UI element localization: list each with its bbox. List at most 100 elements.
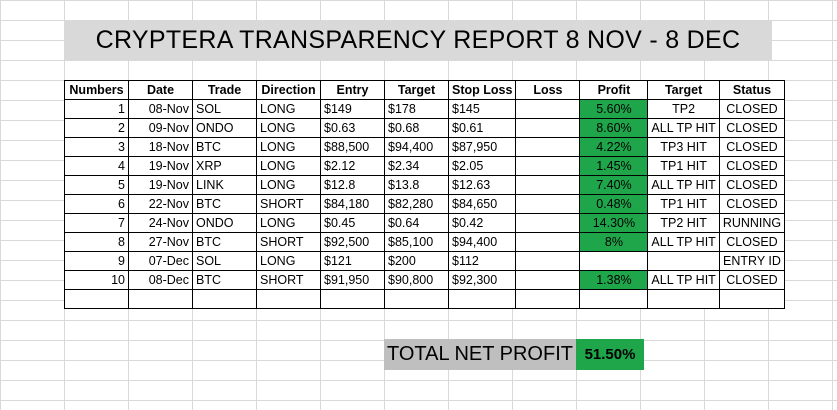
header-numbers: Numbers: [64, 80, 129, 100]
cell-target-hit: [647, 251, 720, 271]
cell-profit: 8%: [579, 232, 649, 252]
cell-target: $85,100: [384, 232, 449, 252]
cell-direction: LONG: [256, 251, 321, 271]
table-row: 6 22-Nov BTC SHORT $84,180 $82,280 $84,650 0.48…: [64, 194, 786, 214]
cell-status: CLOSED: [718, 194, 786, 214]
cell-date: 18-Nov: [128, 137, 193, 157]
total-net-profit-value: 51.50%: [576, 339, 644, 370]
empty-cell: [718, 289, 786, 309]
table-row: 9 07-Dec SOL LONG $121 $200 $112 ENTRY ID: [64, 251, 786, 271]
empty-cell: [192, 289, 257, 309]
cell-entry: $149: [320, 99, 385, 119]
cell-trade: SOL: [192, 99, 257, 119]
trades-table: Numbers Date Trade Direction Entry Targe…: [64, 80, 786, 309]
header-date: Date: [128, 80, 193, 100]
cell-loss: [515, 99, 581, 119]
cell-entry: $2.12: [320, 156, 385, 176]
header-trade: Trade: [192, 80, 257, 100]
cell-status: ENTRY ID: [718, 251, 786, 271]
cell-target-hit: TP2 HIT: [647, 213, 720, 233]
report-title: CRYPTERA TRANSPARENCY REPORT 8 NOV - 8 D…: [64, 21, 772, 60]
cell-direction: SHORT: [256, 194, 321, 214]
cell-status: CLOSED: [718, 270, 786, 290]
empty-cell: [515, 289, 581, 309]
cell-date: 07-Dec: [128, 251, 193, 271]
cell-target-hit: ALL TP HIT: [647, 118, 720, 138]
cell-status: CLOSED: [718, 137, 786, 157]
header-loss: Loss: [515, 80, 581, 100]
cell-stop-loss: $12.63: [447, 175, 517, 195]
cell-stop-loss: $112: [447, 251, 517, 271]
cell-profit: 4.22%: [579, 137, 649, 157]
cell-status: RUNNING: [718, 213, 786, 233]
cell-status: CLOSED: [718, 175, 786, 195]
cell-stop-loss: $92,300: [447, 270, 517, 290]
cell-profit: [579, 251, 649, 271]
cell-direction: LONG: [256, 156, 321, 176]
cell-stop-loss: $145: [447, 99, 517, 119]
cell-date: 19-Nov: [128, 156, 193, 176]
table-row: 3 18-Nov BTC LONG $88,500 $94,400 $87,950 4.22%…: [64, 137, 786, 157]
cell-target: $94,400: [384, 137, 449, 157]
total-net-profit-label: TOTAL NET PROFIT: [384, 339, 576, 370]
cell-date: 27-Nov: [128, 232, 193, 252]
cell-number: 7: [64, 213, 129, 233]
cell-target: $2.34: [384, 156, 449, 176]
cell-trade: ONDO: [192, 213, 257, 233]
table-row: 7 24-Nov ONDO LONG $0.45 $0.64 $0.42 14.30% TP2 …: [64, 213, 786, 233]
header-status: Status: [718, 80, 786, 100]
cell-entry: $91,950: [320, 270, 385, 290]
cell-loss: [515, 175, 581, 195]
cell-stop-loss: $87,950: [447, 137, 517, 157]
cell-date: 24-Nov: [128, 213, 193, 233]
cell-target: $178: [384, 99, 449, 119]
empty-cell: [384, 289, 449, 309]
empty-cell: [579, 289, 649, 309]
cell-loss: [515, 213, 581, 233]
table-row: 10 08-Dec BTC SHORT $91,950 $90,800 $92,300 1.3…: [64, 270, 786, 290]
cell-date: 08-Nov: [128, 99, 193, 119]
cell-number: 6: [64, 194, 129, 214]
table-row: 1 08-Nov SOL LONG $149 $178 $145 5.60% TP2 CLOSED: [64, 99, 786, 119]
header-direction: Direction: [256, 80, 321, 100]
cell-target-hit: ALL TP HIT: [647, 232, 720, 252]
table-row-empty: [64, 289, 786, 309]
empty-cell: [447, 289, 517, 309]
cell-trade: BTC: [192, 194, 257, 214]
cell-profit: 8.60%: [579, 118, 649, 138]
cell-direction: SHORT: [256, 232, 321, 252]
cell-loss: [515, 118, 581, 138]
cell-trade: SOL: [192, 251, 257, 271]
cell-date: 08-Dec: [128, 270, 193, 290]
table-row: 5 19-Nov LINK LONG $12.8 $13.8 $12.63 7.40% ALL …: [64, 175, 786, 195]
cell-profit: 0.48%: [579, 194, 649, 214]
cell-profit: 14.30%: [579, 213, 649, 233]
cell-status: CLOSED: [718, 156, 786, 176]
cell-direction: LONG: [256, 99, 321, 119]
cell-target-hit: TP1 HIT: [647, 194, 720, 214]
cell-direction: LONG: [256, 137, 321, 157]
cell-number: 10: [64, 270, 129, 290]
cell-number: 5: [64, 175, 129, 195]
cell-target: $0.64: [384, 213, 449, 233]
cell-status: CLOSED: [718, 232, 786, 252]
cell-stop-loss: $2.05: [447, 156, 517, 176]
cell-stop-loss: $0.42: [447, 213, 517, 233]
cell-trade: XRP: [192, 156, 257, 176]
cell-date: 22-Nov: [128, 194, 193, 214]
table-row: 4 19-Nov XRP LONG $2.12 $2.34 $2.05 1.45% TP1 HI…: [64, 156, 786, 176]
cell-target-hit: ALL TP HIT: [647, 175, 720, 195]
cell-loss: [515, 156, 581, 176]
cell-number: 3: [64, 137, 129, 157]
table-row: 8 27-Nov BTC SHORT $92,500 $85,100 $94,400 8% AL…: [64, 232, 786, 252]
cell-target: $200: [384, 251, 449, 271]
cell-entry: $12.8: [320, 175, 385, 195]
cell-date: 09-Nov: [128, 118, 193, 138]
cell-number: 1: [64, 99, 129, 119]
cell-stop-loss: $94,400: [447, 232, 517, 252]
header-profit: Profit: [579, 80, 649, 100]
header-stop-loss: Stop Loss: [447, 80, 517, 100]
cell-target: $13.8: [384, 175, 449, 195]
cell-number: 4: [64, 156, 129, 176]
cell-loss: [515, 251, 581, 271]
